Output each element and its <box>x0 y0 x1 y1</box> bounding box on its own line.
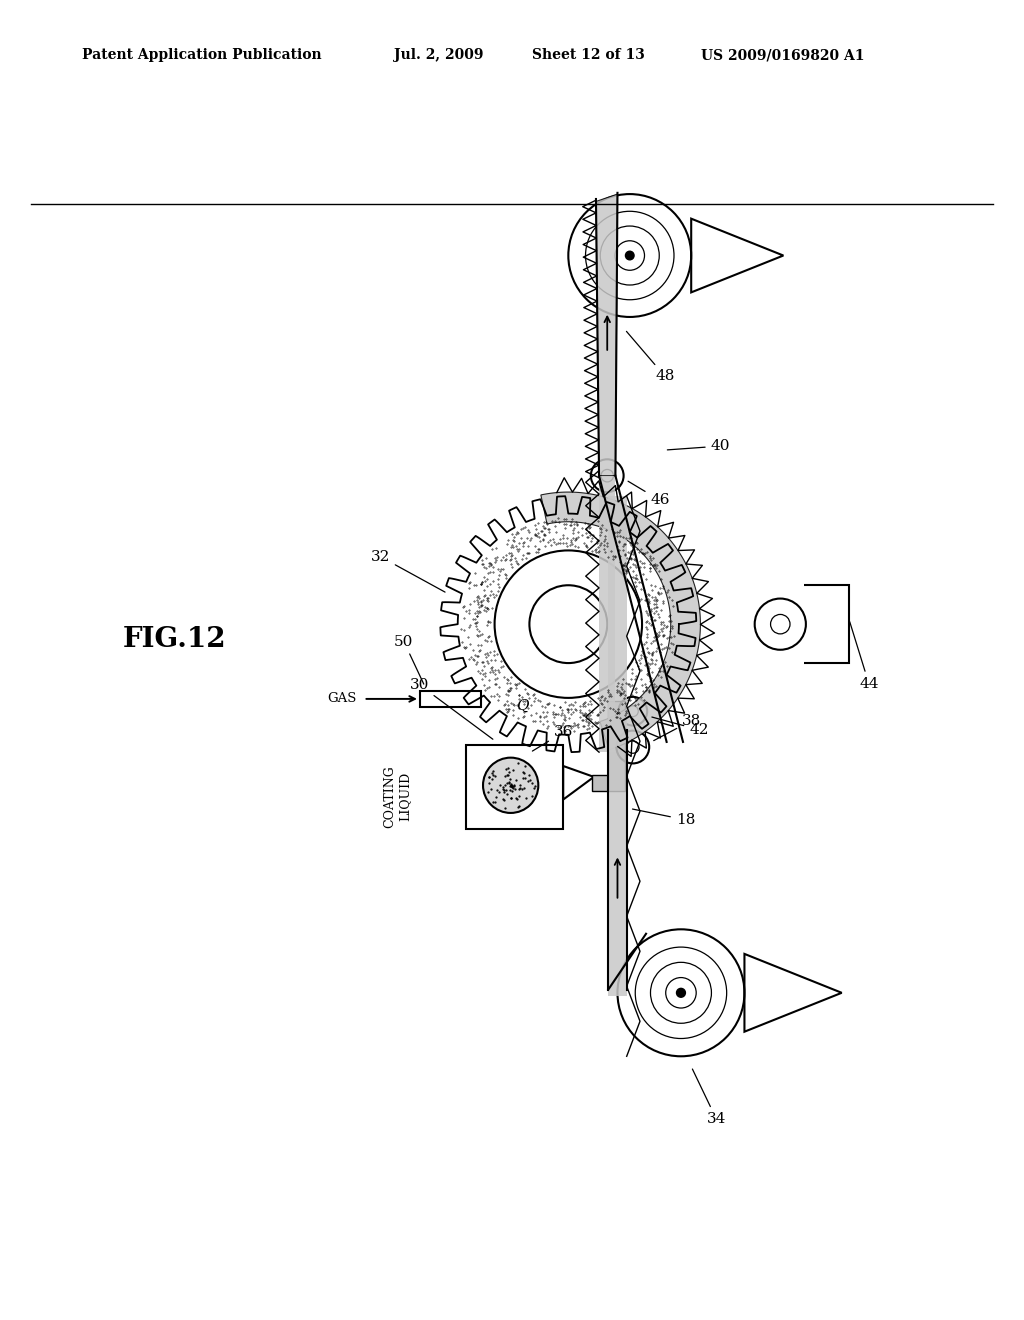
Bar <box>420 690 481 708</box>
Bar <box>599 475 615 752</box>
Text: FIG.12: FIG.12 <box>122 626 226 653</box>
Text: 18: 18 <box>633 809 695 826</box>
Text: Q: Q <box>516 700 528 713</box>
Polygon shape <box>541 492 700 750</box>
Text: 42: 42 <box>652 717 709 737</box>
Text: COATING
LIQUID: COATING LIQUID <box>383 764 412 828</box>
Circle shape <box>483 758 539 813</box>
Text: Jul. 2, 2009: Jul. 2, 2009 <box>394 49 483 62</box>
Text: Patent Application Publication: Patent Application Publication <box>82 49 322 62</box>
Text: US 2009/0169820 A1: US 2009/0169820 A1 <box>701 49 865 62</box>
Circle shape <box>529 585 607 663</box>
Text: 30: 30 <box>410 677 493 739</box>
Polygon shape <box>596 194 617 475</box>
Text: 50: 50 <box>394 635 424 684</box>
Text: 36: 36 <box>532 725 573 751</box>
Text: 40: 40 <box>668 440 730 453</box>
Text: 46: 46 <box>628 482 670 507</box>
Text: 38: 38 <box>653 714 701 741</box>
Bar <box>608 701 625 791</box>
Circle shape <box>626 251 634 260</box>
Bar <box>466 744 563 829</box>
Text: GAS: GAS <box>327 693 356 705</box>
Text: 48: 48 <box>627 331 675 383</box>
Bar <box>592 775 608 791</box>
Circle shape <box>677 989 685 997</box>
Bar <box>608 496 627 997</box>
Text: 32: 32 <box>371 549 445 593</box>
Text: Sheet 12 of 13: Sheet 12 of 13 <box>532 49 645 62</box>
Text: 34: 34 <box>692 1069 726 1126</box>
Text: 44: 44 <box>850 622 879 690</box>
